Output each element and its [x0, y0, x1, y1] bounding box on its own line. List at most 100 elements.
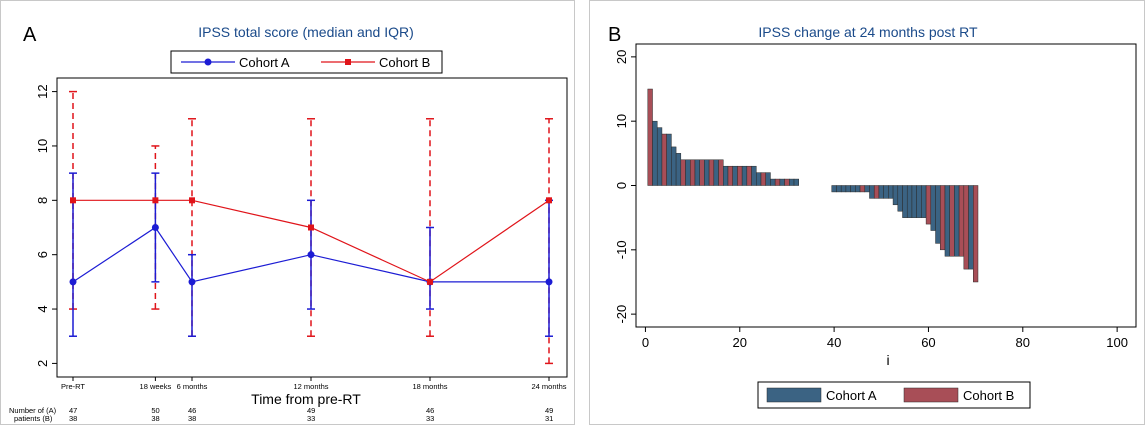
bar [723, 165, 729, 186]
bar [727, 165, 733, 186]
x-tick-label: 12 months [293, 382, 328, 391]
bar [878, 185, 884, 199]
table-label: patients (B) [14, 414, 53, 423]
bar [845, 185, 851, 193]
bar [864, 185, 870, 193]
bar [925, 185, 932, 225]
patient-count: 49 [307, 406, 315, 415]
bar [789, 178, 795, 186]
legend-marker [345, 59, 351, 65]
legend-swatch [903, 387, 959, 403]
bar [968, 185, 974, 270]
bar [699, 159, 705, 186]
bar [708, 159, 715, 186]
bar [685, 159, 691, 186]
bar [793, 178, 799, 186]
x-tick-label: 100 [1106, 335, 1128, 350]
bar [855, 185, 861, 193]
y-tick-label: 20 [614, 50, 629, 64]
panel-letter: A [23, 24, 37, 46]
data-point [69, 278, 77, 286]
series-line [73, 199, 550, 283]
y-tick-label: 8 [35, 197, 50, 204]
x-axis-title: i [886, 352, 889, 368]
bar [954, 185, 960, 257]
y-tick-label: -20 [614, 305, 629, 324]
bar [911, 185, 917, 218]
chart-title: IPSS total score (median and IQR) [198, 24, 414, 40]
legend-label: Cohort B [963, 388, 1014, 403]
legend-marker [204, 58, 212, 66]
bar [973, 185, 979, 283]
bar [774, 178, 781, 186]
data-point [427, 278, 433, 285]
bar [652, 120, 658, 186]
bar [732, 165, 738, 186]
bar [883, 185, 889, 199]
data-point [545, 278, 553, 286]
bar [689, 159, 696, 186]
legend-label: Cohort A [239, 55, 290, 70]
bar [671, 146, 677, 186]
bar [675, 153, 682, 186]
y-tick-label: 6 [35, 251, 50, 258]
bar [656, 127, 663, 186]
bar [831, 185, 837, 193]
patient-count: 47 [69, 406, 77, 415]
legend-box [170, 50, 443, 74]
patient-count: 50 [151, 406, 159, 415]
bar [718, 159, 724, 186]
x-tick-label: 60 [921, 335, 935, 350]
bar [760, 172, 766, 186]
bar [949, 185, 955, 257]
panel-b: B IPSS change at 24 months post RT -20 -10 0… [589, 0, 1145, 425]
bar [958, 185, 965, 257]
panel-a: A IPSS total score (median and IQR) Cohort… [0, 0, 575, 425]
x-tick-label: Pre-RT [61, 382, 85, 391]
bar [765, 172, 771, 186]
bar [756, 172, 762, 186]
bar [840, 185, 847, 193]
bar [921, 185, 927, 218]
chart-title: IPSS change at 24 months post RT [758, 24, 978, 40]
bar [850, 185, 856, 193]
bar [869, 185, 875, 199]
bar [661, 133, 667, 186]
patient-count: 31 [545, 414, 553, 423]
patient-count: 46 [188, 406, 196, 415]
bar [963, 185, 969, 270]
bar [647, 88, 653, 186]
legend-label: Cohort A [826, 388, 877, 403]
y-tick-label: 0 [614, 182, 629, 189]
bar [784, 178, 790, 186]
bar [897, 185, 903, 212]
x-axis-title: Time from pre-RT [251, 391, 361, 407]
bar [944, 185, 950, 257]
bar [939, 185, 946, 251]
x-tick-label: 40 [827, 335, 841, 350]
bar [737, 165, 743, 186]
patient-count: 38 [69, 414, 77, 423]
x-tick-label: 20 [733, 335, 747, 350]
bar [779, 178, 785, 186]
bar [906, 185, 913, 218]
bar [694, 159, 700, 186]
data-point [307, 251, 315, 259]
patient-count: 38 [151, 414, 159, 423]
bar [704, 159, 710, 186]
y-tick-label: 10 [35, 139, 50, 153]
bar [873, 185, 880, 199]
bar [888, 185, 894, 199]
x-tick-label: 0 [642, 335, 649, 350]
data-point [70, 197, 76, 204]
bar [741, 165, 748, 186]
bar [836, 185, 842, 193]
patient-count: 49 [545, 406, 553, 415]
y-tick-label: 12 [35, 84, 50, 98]
x-tick-label: 80 [1016, 335, 1030, 350]
patient-count: 38 [188, 414, 196, 423]
bar [680, 159, 686, 186]
bar [935, 185, 941, 244]
bar [902, 185, 908, 218]
legend-swatch [766, 387, 822, 403]
